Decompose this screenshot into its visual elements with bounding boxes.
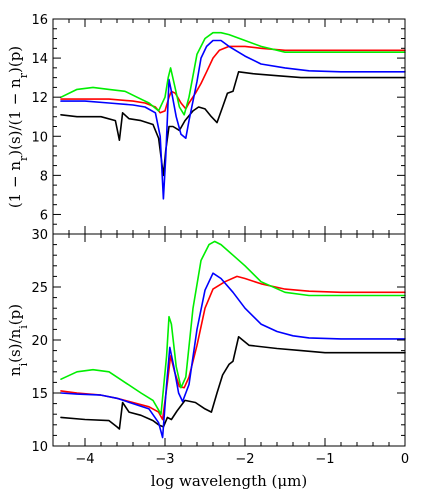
x-tick-label: −2 [235, 452, 254, 467]
x-axis-label: log wavelength (μm) [151, 472, 307, 490]
x-tick-label: −4 [75, 452, 94, 467]
bottom-panel: 10 15 20 25 30 −4 −3 −2 −1 0 [31, 228, 409, 467]
top-series-line-3 [60, 31, 406, 116]
top-y-tick-label: 10 [31, 130, 48, 145]
top-y-tick-label: 14 [31, 52, 48, 67]
bottom-y-tick-label: 25 [31, 281, 48, 296]
top-y-tick-label: 6 [40, 208, 48, 223]
bottom-panel-frame [52, 233, 406, 447]
top-panel-frame [52, 18, 406, 235]
top-panel: 6 8 10 12 14 16 [31, 13, 406, 235]
bottom-y-tick-label: 30 [31, 228, 48, 243]
top-y-tick-label: 12 [31, 91, 48, 106]
bottom-series-line-0 [60, 336, 406, 430]
y-axis-label-bottom: ni(s)/ni(p) [6, 304, 30, 376]
bottom-series-line-3 [60, 240, 406, 415]
bottom-y-tick-label: 15 [31, 387, 48, 402]
x-tick-label: −3 [155, 452, 174, 467]
bottom-y-tick-label: 20 [31, 334, 48, 349]
x-tick-label: 0 [401, 452, 409, 467]
top-series-line-0 [60, 71, 406, 177]
bottom-y-tick-label: 10 [31, 440, 48, 455]
bottom-series-line-2 [60, 272, 406, 439]
x-tick-label: −1 [315, 452, 334, 467]
y-axis-label-top: (1 − nr)(s)/(1 − nr)(p) [6, 46, 30, 208]
bottom-series-line-1 [60, 275, 406, 421]
top-series-line-2 [60, 39, 406, 200]
top-y-tick-label: 16 [31, 13, 48, 28]
top-y-tick-label: 8 [40, 169, 48, 184]
